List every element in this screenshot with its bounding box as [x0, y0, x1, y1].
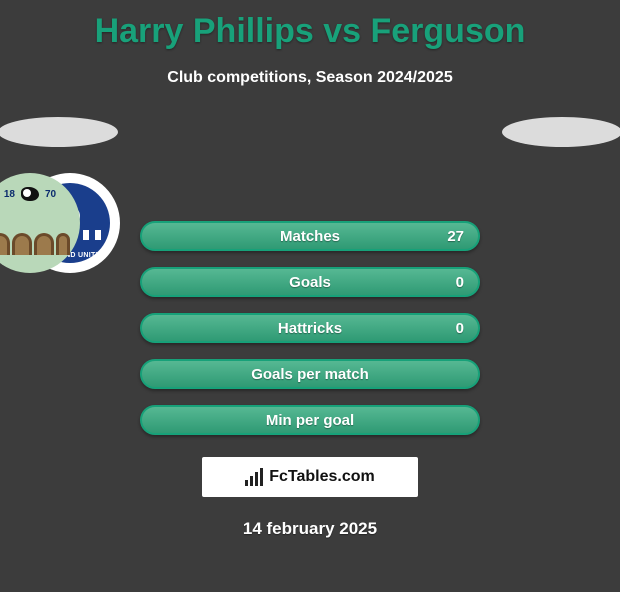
date-label: 14 february 2025	[0, 519, 620, 539]
page-subtitle: Club competitions, Season 2024/2025	[0, 69, 620, 87]
stat-value: 0	[456, 320, 464, 337]
stat-label: Goals	[289, 274, 331, 291]
player-oval-right	[502, 117, 620, 147]
comparison-panel: SOUTHEND UNITED 18 70 Matches 27 Goals 0…	[0, 117, 620, 539]
stat-label: Min per goal	[266, 412, 354, 429]
stat-row-goals: Goals 0	[140, 267, 480, 297]
stat-row-hattricks: Hattricks 0	[140, 313, 480, 343]
club-crest-right-icon: 18 70	[4, 187, 56, 201]
player-oval-left	[0, 117, 118, 147]
stat-row-min-per-goal: Min per goal	[140, 405, 480, 435]
brand-text: FcTables.com	[269, 468, 375, 486]
stat-value: 27	[447, 228, 464, 245]
brand-watermark: FcTables.com	[202, 457, 418, 497]
stat-label: Hattricks	[278, 320, 342, 337]
stat-row-goals-per-match: Goals per match	[140, 359, 480, 389]
page-title: Harry Phillips vs Ferguson	[0, 12, 620, 51]
stat-rows: Matches 27 Goals 0 Hattricks 0 Goals per…	[140, 217, 480, 435]
stat-row-matches: Matches 27	[140, 221, 480, 251]
stat-label: Matches	[280, 228, 340, 245]
stat-label: Goals per match	[251, 366, 369, 383]
stat-value: 0	[456, 274, 464, 291]
bar-chart-icon	[245, 468, 263, 486]
